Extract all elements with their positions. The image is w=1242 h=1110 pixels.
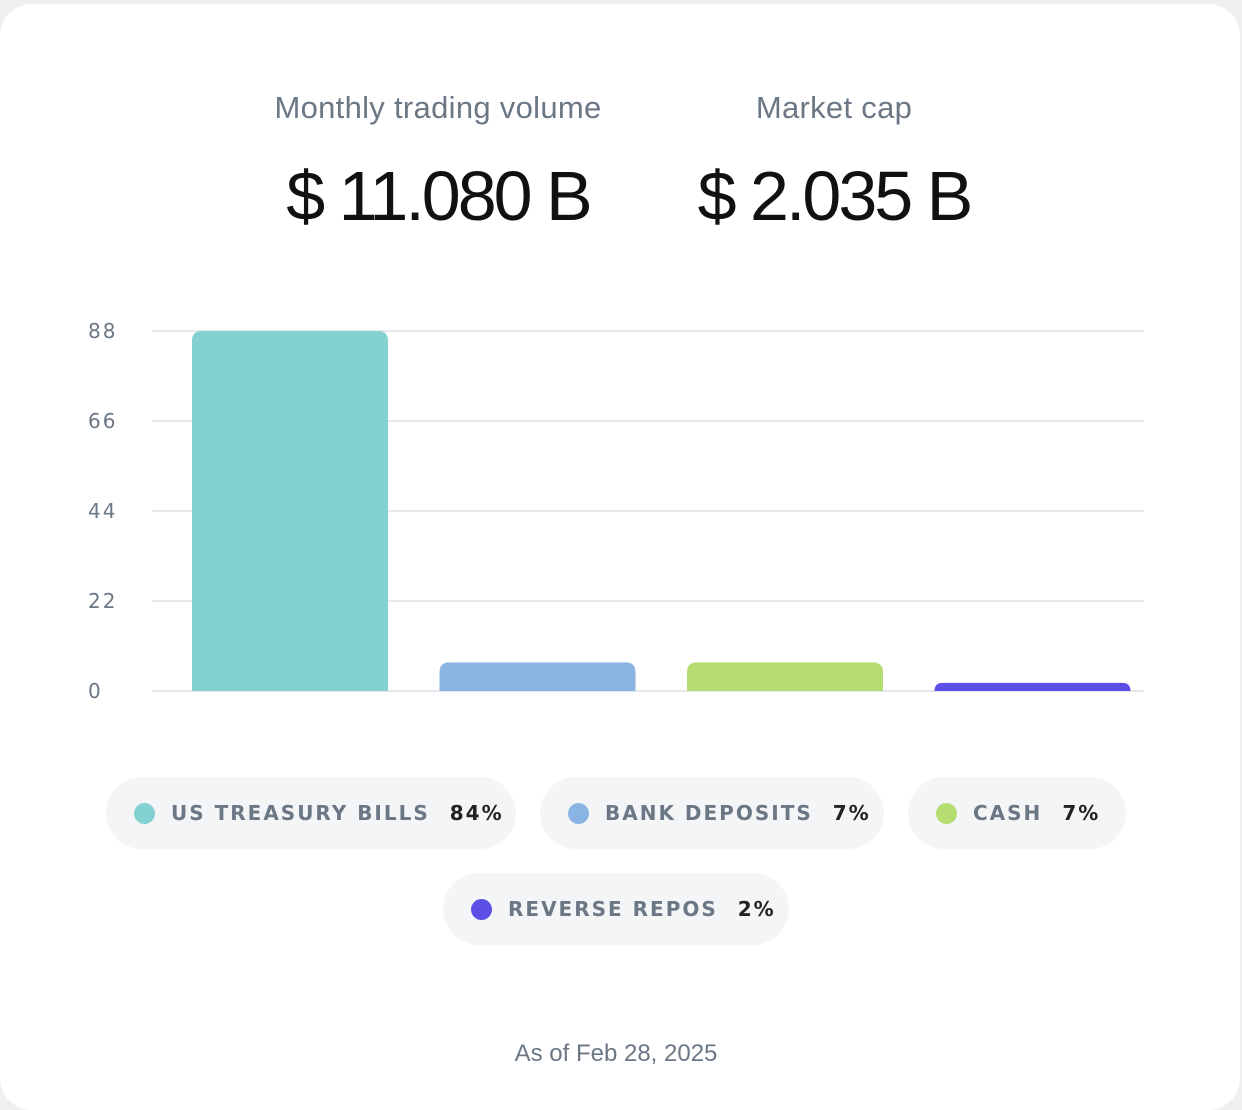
bar-reverse-repos[interactable]	[934, 682, 1131, 691]
y-tick-label: 88	[88, 319, 117, 343]
legend-percent: 7%	[832, 801, 871, 825]
legend-dot-icon	[471, 898, 492, 920]
bar-bank-deposits[interactable]	[439, 662, 636, 691]
market-cap-value: $ 2.035 B	[697, 157, 974, 235]
legend-label: REVERSE REPOS	[508, 897, 718, 921]
legend-label: US TREASURY BILLS	[171, 801, 430, 825]
legend-dot-icon	[936, 802, 957, 824]
legend-percent: 7%	[1062, 801, 1101, 825]
legend-item-cash[interactable]: CASH 7%	[908, 777, 1126, 849]
y-tick-label: 44	[88, 499, 117, 523]
y-tick-label: 66	[88, 409, 117, 433]
legend-percent: 2%	[737, 897, 776, 921]
legend-dot-icon	[568, 802, 589, 824]
as-of-date: As of Feb 28, 2025	[514, 1040, 718, 1067]
bar-us-treasury-bills[interactable]	[192, 331, 388, 691]
reserves-bar-chart: 0 22 44 66 88	[88, 319, 1144, 703]
trading-volume-label: Monthly trading volume	[274, 90, 602, 125]
legend-item-reverse-repos[interactable]: REVERSE REPOS 2%	[443, 873, 789, 945]
y-tick-label: 0	[88, 679, 103, 703]
legend-label: BANK DEPOSITS	[605, 801, 813, 825]
y-tick-label: 22	[88, 589, 117, 613]
legend-item-us-treasury-bills[interactable]: US TREASURY BILLS 84%	[106, 777, 516, 849]
legend-dot-icon	[134, 802, 155, 824]
market-cap-label: Market cap	[755, 90, 913, 125]
legend-label: CASH	[973, 801, 1043, 825]
legend-item-bank-deposits[interactable]: BANK DEPOSITS 7%	[540, 777, 884, 849]
trading-volume-value: $ 11.080 B	[286, 157, 592, 235]
legend-percent: 84%	[449, 801, 504, 825]
reserves-card: Monthly trading volume $ 11.080 B Market…	[0, 4, 1240, 1110]
bar-cash[interactable]	[687, 662, 883, 691]
